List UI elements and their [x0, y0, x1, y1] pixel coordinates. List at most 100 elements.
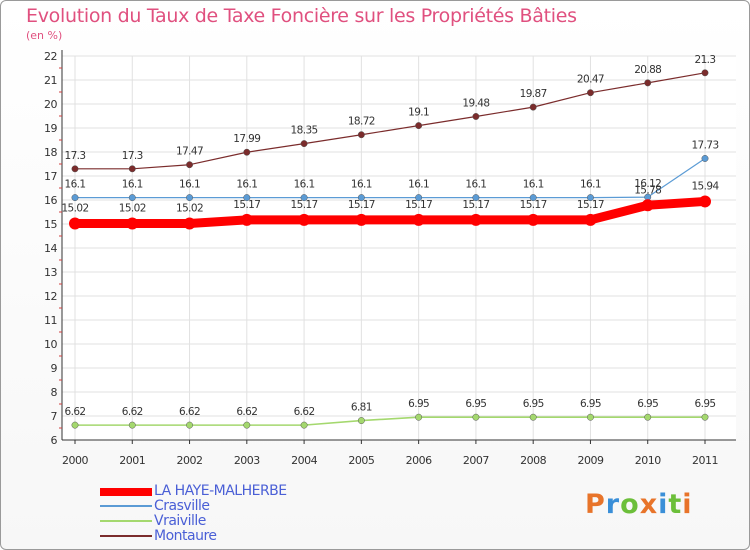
data-point	[298, 213, 311, 226]
data-point	[701, 155, 709, 162]
y-tick-label: 16	[44, 194, 57, 207]
data-label: 6.95	[465, 398, 486, 410]
proxiti-logo: Proxiti	[585, 489, 693, 520]
data-label: 6.62	[179, 406, 200, 418]
data-label: 15.17	[348, 199, 375, 211]
data-label: 17.3	[122, 150, 143, 162]
data-point	[472, 413, 480, 421]
data-point	[529, 194, 537, 202]
legend-swatch	[100, 520, 152, 522]
x-tick-label: 2009	[577, 454, 603, 467]
y-tick-label: 9	[51, 362, 58, 375]
data-label: 15.17	[233, 199, 260, 211]
data-label: 16.1	[351, 179, 372, 191]
data-point	[186, 421, 193, 429]
series-line	[74, 157, 706, 199]
data-label: 16.1	[122, 179, 143, 191]
legend-swatch	[100, 505, 152, 507]
data-point	[300, 194, 308, 202]
chart-subtitle: (en %)	[26, 29, 63, 42]
data-point	[472, 113, 480, 120]
data-label: 15.02	[176, 203, 203, 215]
data-label: 17.3	[65, 150, 86, 162]
logo-letter: P	[585, 489, 606, 520]
data-label: 19.1	[408, 107, 429, 119]
data-label: 15.94	[691, 180, 719, 192]
data-label: 15.17	[462, 199, 489, 211]
data-label: 20.88	[634, 64, 661, 76]
y-tick-label: 22	[44, 50, 57, 63]
y-tick-label: 20	[44, 98, 57, 111]
data-point	[644, 79, 652, 87]
data-label: 15.17	[520, 199, 547, 211]
x-tick-label: 2004	[291, 454, 317, 467]
logo-letter: i	[658, 489, 669, 520]
legend-label: Vraiville	[154, 513, 206, 529]
data-label: 15.02	[61, 203, 88, 215]
data-point	[243, 194, 251, 202]
legend-label: Crasville	[154, 498, 210, 514]
data-point	[300, 421, 308, 429]
data-point	[186, 161, 193, 169]
chart-title: Evolution du Taux de Taxe Foncière sur l…	[26, 5, 577, 27]
data-label: 6.95	[695, 398, 716, 410]
data-point	[587, 89, 594, 97]
data-label: 6.95	[523, 398, 544, 410]
data-point	[415, 194, 423, 202]
y-tick-label: 19	[44, 122, 57, 135]
data-point	[587, 194, 594, 202]
x-tick-label: 2008	[520, 454, 546, 467]
legend-label: LA HAYE-MALHERBE	[154, 483, 287, 499]
data-label: 15.17	[405, 199, 432, 211]
x-tick-label: 2003	[234, 454, 260, 467]
data-label: 6.81	[351, 402, 372, 414]
x-tick-label: 2011	[692, 454, 718, 467]
data-point	[128, 165, 136, 173]
data-label: 6.95	[580, 398, 601, 410]
data-point	[644, 413, 652, 421]
y-tick-label: 13	[44, 266, 57, 279]
data-label: 6.95	[408, 398, 429, 410]
x-tick-label: 2001	[119, 454, 145, 467]
data-label: 20.47	[577, 74, 604, 86]
y-tick-label: 12	[44, 290, 57, 303]
logo-letter: r	[605, 489, 621, 520]
data-label: 16.1	[523, 179, 544, 191]
data-point	[357, 417, 365, 425]
x-tick-label: 2010	[635, 454, 661, 467]
y-tick-label: 21	[44, 74, 57, 87]
data-label: 6.62	[236, 406, 257, 418]
data-point	[415, 122, 423, 130]
data-point	[126, 217, 139, 230]
data-label: 16.1	[65, 179, 86, 191]
data-point	[529, 413, 537, 421]
data-label: 16.1	[580, 179, 601, 191]
legend-label: Montaure	[154, 528, 217, 544]
data-point	[472, 194, 480, 202]
data-point	[584, 213, 597, 226]
data-label: 21.3	[695, 54, 716, 66]
data-point	[71, 165, 79, 173]
data-label: 16.1	[408, 179, 429, 191]
data-label: 19.87	[520, 88, 547, 100]
data-point	[412, 213, 425, 226]
data-label: 15.17	[577, 199, 604, 211]
data-point	[128, 421, 136, 429]
data-label: 16.1	[236, 179, 257, 191]
series-line	[70, 196, 710, 229]
data-point	[469, 213, 482, 226]
data-label: 16.1	[465, 179, 486, 191]
y-tick-label: 18	[44, 146, 57, 159]
data-label: 6.62	[122, 406, 143, 418]
data-point	[355, 213, 368, 226]
x-tick-label: 2000	[62, 454, 88, 467]
y-tick-label: 15	[44, 218, 57, 231]
data-point	[183, 217, 196, 230]
data-label: 16.1	[294, 179, 315, 191]
y-tick-label: 17	[44, 170, 57, 183]
logo-letter: x	[639, 489, 659, 520]
data-point	[701, 69, 709, 77]
y-tick-label: 11	[44, 314, 57, 327]
data-point	[128, 194, 136, 202]
data-label: 6.95	[637, 398, 658, 410]
